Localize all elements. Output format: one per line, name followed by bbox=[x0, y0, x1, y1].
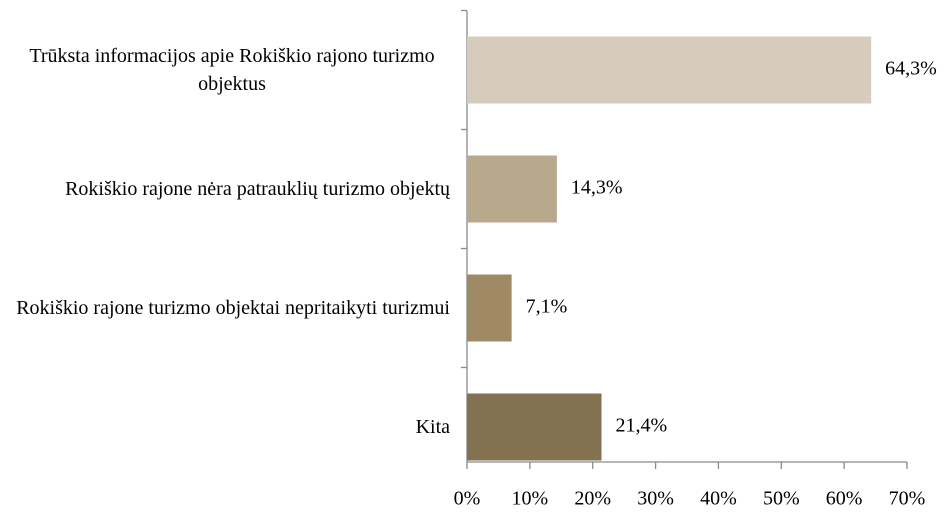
bar bbox=[467, 393, 602, 461]
category-label-box: Rokiškio rajone nėra patrauklių turizmo … bbox=[65, 149, 450, 229]
x-tick-label: 30% bbox=[637, 488, 674, 510]
bar bbox=[467, 155, 557, 223]
x-tick-label: 60% bbox=[826, 488, 863, 510]
category-label-box: Rokiškio rajone turizmo objektai neprita… bbox=[16, 268, 450, 348]
x-tick-label: 70% bbox=[889, 488, 926, 510]
category-label-box: Trūksta informacijos apie Rokiškio rajon… bbox=[14, 30, 450, 110]
category-label: Kita bbox=[415, 416, 450, 438]
category-label: Rokiškio rajone turizmo objektai neprita… bbox=[16, 297, 450, 319]
category-label: Trūksta informacijos apie Rokiškio rajon… bbox=[29, 45, 435, 95]
value-label: 14,3% bbox=[571, 177, 623, 199]
x-tick-label: 50% bbox=[763, 488, 800, 510]
x-tick-label: 10% bbox=[512, 488, 549, 510]
x-tick-label: 0% bbox=[454, 488, 481, 510]
category-label: Rokiškio rajone nėra patrauklių turizmo … bbox=[65, 178, 450, 200]
value-label: 21,4% bbox=[616, 415, 668, 437]
bar bbox=[467, 274, 512, 342]
x-tick-label: 40% bbox=[700, 488, 737, 510]
bar bbox=[467, 36, 872, 104]
x-tick-label: 20% bbox=[574, 488, 611, 510]
category-label-box: Kita bbox=[416, 387, 450, 467]
value-label: 7,1% bbox=[526, 296, 568, 318]
value-label: 64,3% bbox=[885, 58, 937, 80]
